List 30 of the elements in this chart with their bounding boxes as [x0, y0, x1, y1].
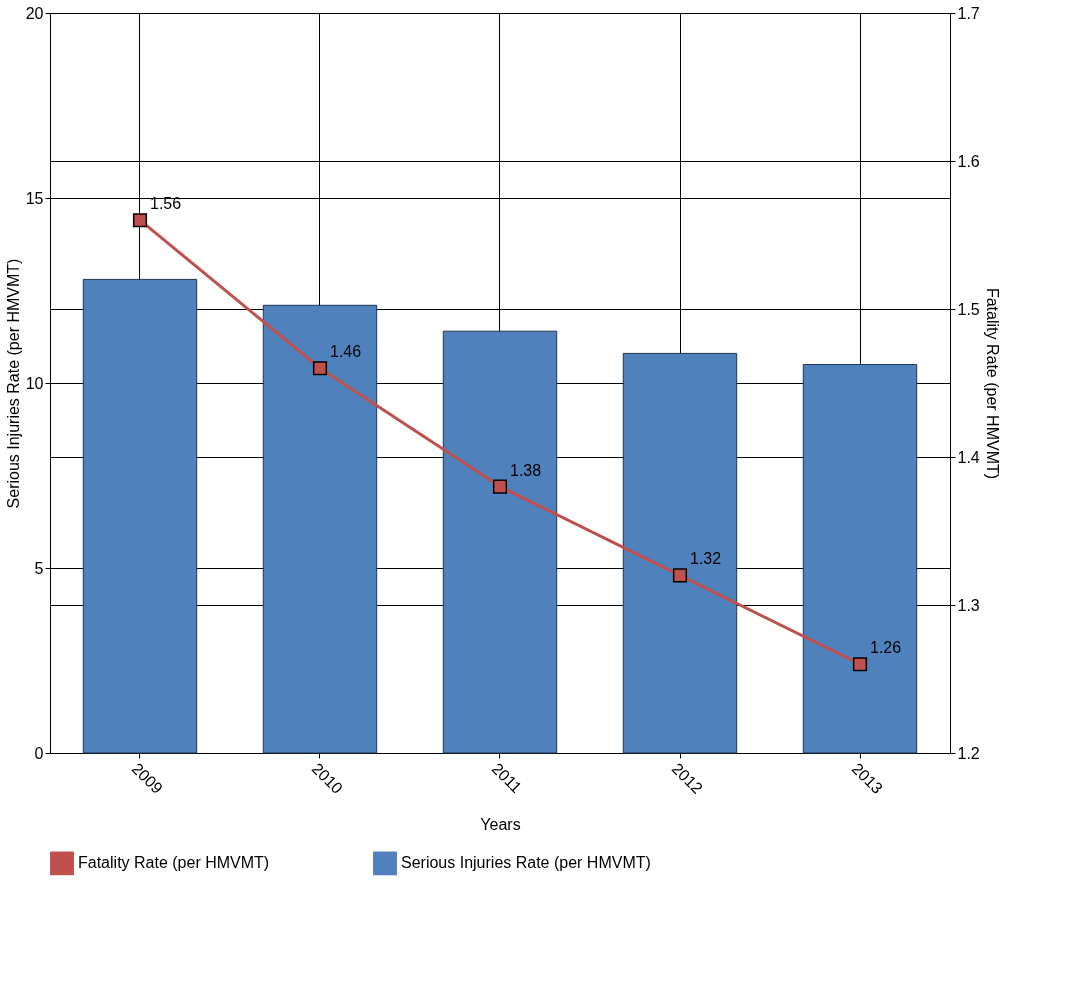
y-tick-label: 15	[25, 189, 44, 207]
y2-tick-label: 1.3	[957, 596, 980, 614]
point	[492, 479, 508, 494]
data-label: 1.38	[510, 461, 542, 479]
legend-label: Fatality Rate (per HMVMT)	[78, 854, 270, 872]
point	[852, 657, 868, 672]
data-label: 1.46	[330, 343, 362, 361]
y2-axis-title: Fatality Rate (per HMVMT)	[983, 287, 1001, 480]
y-tick-label: 0	[34, 744, 44, 762]
point	[312, 361, 328, 376]
y-tick-label: 10	[25, 374, 44, 392]
y2-tick-label: 1.6	[957, 152, 980, 170]
bar	[802, 364, 918, 754]
data-label: 1.32	[690, 550, 722, 568]
bar	[442, 330, 558, 754]
y-tick-label: 20	[25, 4, 44, 22]
legend-label: Serious Injuries Rate (per HMVMT)	[401, 854, 651, 872]
bar	[622, 352, 738, 754]
point	[132, 213, 148, 228]
point	[672, 568, 688, 583]
y-tick-label: 5	[34, 559, 44, 577]
y2-tick-label: 1.5	[957, 300, 980, 318]
bar	[262, 304, 378, 754]
y2-tick-label: 1.7	[957, 4, 980, 22]
y2-tick-label: 1.4	[957, 448, 980, 466]
y2-tick-label: 1.2	[957, 744, 980, 762]
y-axis-title: Serious Injuries Rate (per HMVMT)	[4, 258, 22, 509]
x-axis-title: Years	[480, 815, 521, 833]
bar	[82, 278, 198, 754]
data-label: 1.26	[870, 639, 902, 657]
